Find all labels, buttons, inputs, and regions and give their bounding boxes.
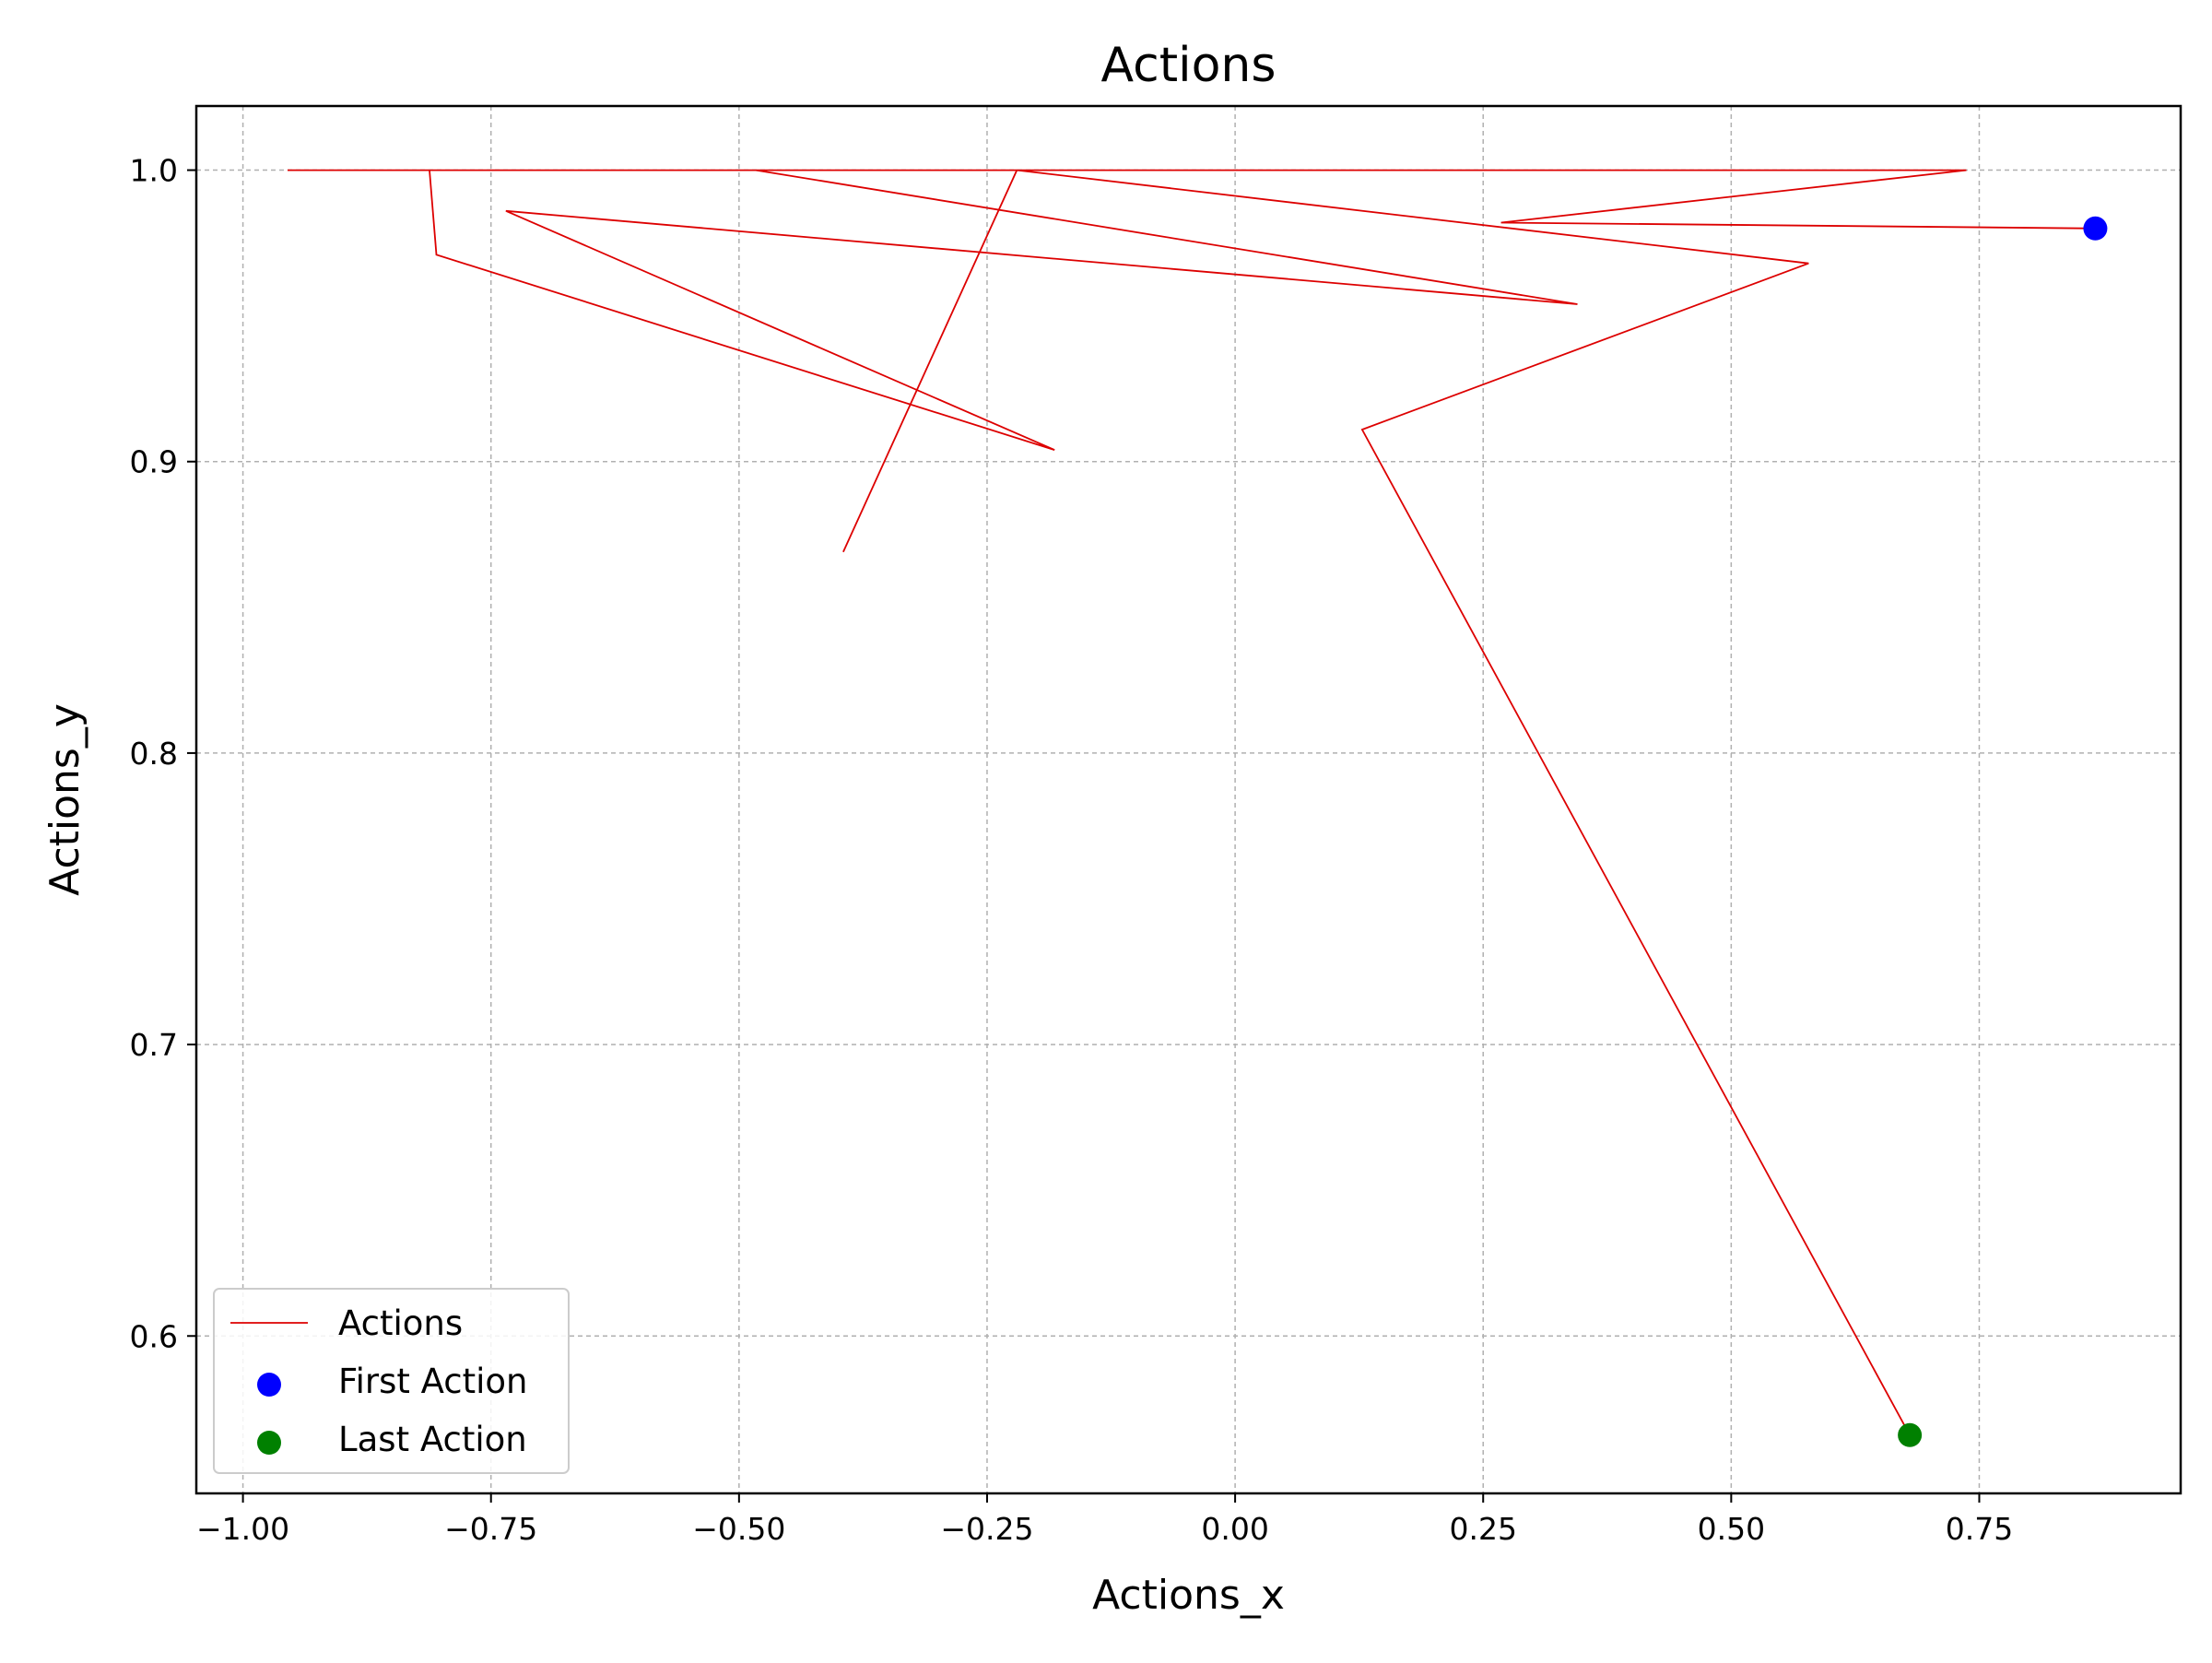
last-action-point xyxy=(1898,1422,1923,1447)
legend-label: First Action xyxy=(338,1362,528,1401)
first-action-point xyxy=(2083,216,2108,241)
legend-box xyxy=(213,1288,570,1474)
y-axis-label: Actions_y xyxy=(41,703,88,896)
plot-area-frame xyxy=(194,104,2183,1495)
y-tick-label: 0.9 xyxy=(130,444,178,480)
data-layer xyxy=(288,169,2108,1447)
legend-marker-swatch xyxy=(257,1431,281,1455)
legend: Actions First Action Last Action xyxy=(213,1288,570,1474)
legend-label: Last Action xyxy=(338,1420,527,1459)
x-tick-label: −1.00 xyxy=(196,1511,289,1547)
legend-marker-swatch xyxy=(257,1373,281,1397)
y-tick-label: 0.6 xyxy=(130,1318,178,1354)
x-tick-label: −0.75 xyxy=(444,1511,537,1547)
y-tick-label: 1.0 xyxy=(130,153,178,189)
axis-ticks: −1.00 −0.75 −0.50 −0.25 0.00 0.25 0.50 0.75 0.6 0… xyxy=(130,153,2014,1547)
x-tick-label: −0.50 xyxy=(692,1511,785,1547)
x-axis-label: Actions_x xyxy=(1092,1572,1285,1619)
x-tick-label: 0.25 xyxy=(1449,1511,1516,1547)
grid-lines xyxy=(196,106,2181,1493)
y-tick-label: 0.8 xyxy=(130,736,178,772)
x-tick-label: 0.75 xyxy=(1946,1511,2013,1547)
y-tick-label: 0.7 xyxy=(130,1027,178,1063)
x-tick-label: −0.25 xyxy=(940,1511,1033,1547)
x-tick-label: 0.50 xyxy=(1698,1511,1765,1547)
x-tick-label: 0.00 xyxy=(1201,1511,1268,1547)
chart-title: Actions xyxy=(1101,38,1277,93)
legend-label: Actions xyxy=(338,1303,463,1343)
actions-series-line xyxy=(288,169,2096,1436)
